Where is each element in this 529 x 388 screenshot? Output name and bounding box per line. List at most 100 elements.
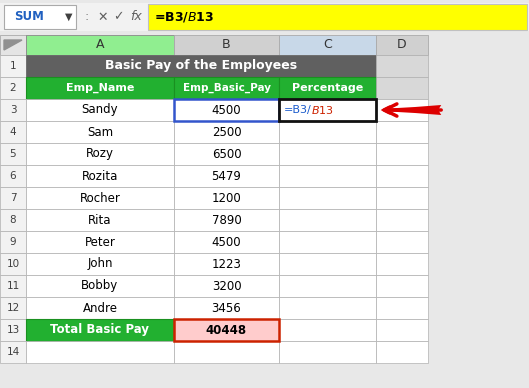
Bar — [279, 319, 376, 341]
Text: 14: 14 — [6, 347, 20, 357]
Text: 1: 1 — [10, 61, 16, 71]
Bar — [376, 99, 428, 121]
Bar — [0, 165, 26, 187]
Bar — [279, 77, 376, 99]
Text: Rozita: Rozita — [82, 170, 118, 182]
Bar — [0, 341, 26, 363]
Text: D: D — [397, 38, 407, 52]
Bar — [26, 341, 174, 363]
Text: Emp_Name: Emp_Name — [66, 83, 134, 93]
Bar — [26, 253, 174, 275]
Bar — [0, 99, 26, 121]
Text: =B3/$B$13: =B3/$B$13 — [154, 10, 214, 24]
Bar — [174, 319, 279, 341]
Text: Sandy: Sandy — [81, 104, 118, 116]
Text: Percentage: Percentage — [292, 83, 363, 93]
Bar — [148, 4, 527, 30]
Bar — [174, 77, 279, 99]
Text: 5479: 5479 — [212, 170, 241, 182]
Bar — [174, 275, 279, 297]
Text: 5: 5 — [10, 149, 16, 159]
Text: Rozy: Rozy — [86, 147, 114, 161]
Text: 2500: 2500 — [212, 125, 241, 139]
Text: Peter: Peter — [85, 236, 115, 248]
Bar — [279, 143, 376, 165]
Text: 3200: 3200 — [212, 279, 241, 293]
Bar — [376, 275, 428, 297]
Text: fx: fx — [130, 10, 142, 24]
Bar — [376, 341, 428, 363]
Bar — [376, 187, 428, 209]
Bar — [376, 297, 428, 319]
Bar — [174, 35, 279, 55]
Bar — [26, 275, 174, 297]
Bar — [174, 231, 279, 253]
Bar — [376, 121, 428, 143]
Text: 2: 2 — [10, 83, 16, 93]
Bar — [279, 165, 376, 187]
Bar — [279, 121, 376, 143]
Text: 6500: 6500 — [212, 147, 241, 161]
Text: 4500: 4500 — [212, 236, 241, 248]
Text: Sam: Sam — [87, 125, 113, 139]
Bar — [26, 35, 174, 55]
Bar — [376, 35, 428, 55]
Bar — [376, 209, 428, 231]
Text: 11: 11 — [6, 281, 20, 291]
Polygon shape — [4, 40, 22, 50]
Bar — [174, 187, 279, 209]
Text: Andre: Andre — [83, 301, 117, 315]
Bar — [376, 231, 428, 253]
Bar — [0, 55, 26, 77]
Bar — [0, 35, 26, 55]
Bar — [279, 99, 376, 121]
Bar — [279, 297, 376, 319]
Bar — [174, 253, 279, 275]
Bar — [26, 165, 174, 187]
Text: 1200: 1200 — [212, 192, 241, 204]
Text: Total Basic Pay: Total Basic Pay — [50, 324, 150, 336]
Text: ✕: ✕ — [97, 10, 107, 24]
Bar — [376, 165, 428, 187]
Bar — [26, 187, 174, 209]
Text: Emp_Basic_Pay: Emp_Basic_Pay — [183, 83, 270, 93]
Bar — [0, 253, 26, 275]
Bar — [279, 209, 376, 231]
Bar — [4, 5, 76, 29]
Text: Bobby: Bobby — [81, 279, 118, 293]
Bar — [26, 231, 174, 253]
Bar — [0, 121, 26, 143]
Text: Rita: Rita — [88, 213, 112, 227]
Text: ✓: ✓ — [113, 10, 123, 24]
Bar — [279, 253, 376, 275]
Bar — [174, 99, 279, 121]
Bar — [174, 143, 279, 165]
Bar — [26, 77, 174, 99]
Text: ▼: ▼ — [65, 12, 72, 22]
Text: 40448: 40448 — [206, 324, 247, 336]
Text: 4: 4 — [10, 127, 16, 137]
Text: Rocher: Rocher — [79, 192, 121, 204]
Bar — [0, 275, 26, 297]
Bar — [279, 341, 376, 363]
Bar — [279, 275, 376, 297]
Text: 4500: 4500 — [212, 104, 241, 116]
Text: C: C — [323, 38, 332, 52]
Bar — [0, 297, 26, 319]
Bar — [376, 77, 428, 99]
Text: =B3/: =B3/ — [284, 105, 312, 115]
Text: 3456: 3456 — [212, 301, 241, 315]
Text: 10: 10 — [6, 259, 20, 269]
Text: Basic Pay of the Employees: Basic Pay of the Employees — [105, 59, 297, 73]
Bar — [174, 209, 279, 231]
Bar — [376, 143, 428, 165]
Text: 8: 8 — [10, 215, 16, 225]
Bar — [26, 143, 174, 165]
Bar — [0, 3, 529, 31]
Text: A: A — [96, 38, 104, 52]
Bar — [0, 231, 26, 253]
Bar — [26, 121, 174, 143]
Bar — [0, 77, 26, 99]
Text: 7: 7 — [10, 193, 16, 203]
Bar — [26, 297, 174, 319]
